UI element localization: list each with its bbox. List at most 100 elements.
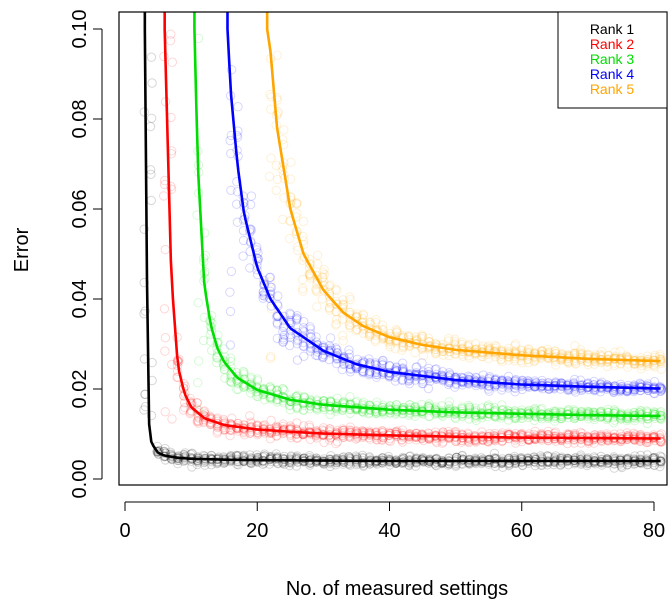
data-point: [292, 418, 302, 428]
data-point: [549, 454, 560, 464]
data-point: [285, 233, 295, 244]
data-point: [570, 387, 581, 397]
data-point: [226, 452, 236, 462]
data-point: [430, 458, 440, 469]
data-point: [602, 384, 612, 394]
data-point: [271, 160, 281, 171]
data-point: [655, 436, 666, 446]
data-point: [318, 423, 329, 433]
data-point: [510, 458, 520, 469]
data-point: [318, 273, 328, 283]
data-point: [623, 457, 634, 468]
data-point: [166, 29, 176, 39]
data-point: [345, 392, 355, 402]
data-point: [398, 403, 409, 413]
data-point: [536, 412, 547, 422]
data-point: [378, 355, 388, 366]
data-point: [537, 378, 547, 388]
data-point: [331, 319, 341, 329]
data-point: [517, 381, 527, 392]
data-point: [484, 457, 495, 468]
data-point: [352, 309, 362, 319]
data-point: [516, 407, 526, 417]
data-point: [550, 378, 561, 388]
data-point: [359, 367, 369, 377]
data-point: [589, 457, 599, 468]
data-point: [238, 366, 248, 377]
data-point: [331, 438, 341, 449]
data-point: [417, 399, 427, 410]
data-point: [245, 458, 256, 468]
data-point: [264, 427, 275, 437]
data-point: [629, 431, 639, 441]
data-point: [537, 378, 547, 389]
data-point: [311, 430, 321, 440]
data-point: [273, 108, 283, 119]
data-point: [583, 435, 594, 446]
data-point: [635, 385, 645, 396]
data-point: [504, 410, 514, 420]
data-point: [577, 384, 587, 394]
data-point: [596, 457, 607, 468]
data-point: [219, 453, 229, 463]
data-point: [503, 371, 514, 382]
data-point: [278, 337, 288, 347]
data-point: [596, 435, 607, 445]
data-point: [531, 458, 541, 468]
data-point: [431, 454, 441, 464]
data-point: [603, 458, 613, 468]
data-point: [470, 434, 480, 444]
data-point: [299, 351, 309, 361]
data-point: [444, 458, 454, 469]
data-point: [490, 375, 500, 386]
data-point: [318, 458, 328, 468]
data-point: [411, 454, 421, 464]
data-point: [456, 458, 467, 469]
data-point: [589, 457, 599, 468]
data-point: [338, 454, 348, 464]
data-point: [497, 410, 507, 421]
data-point: [524, 435, 534, 445]
data-point: [557, 407, 567, 418]
data-point: [338, 427, 349, 438]
data-point: [364, 409, 374, 419]
data-point: [444, 433, 455, 443]
data-point: [358, 431, 369, 441]
data-point: [160, 443, 170, 454]
data-point: [397, 366, 407, 376]
data-point: [167, 57, 178, 67]
data-point: [313, 275, 323, 285]
data-point: [365, 331, 375, 341]
data-point: [417, 330, 427, 340]
data-point: [298, 430, 309, 440]
data-point: [522, 407, 533, 417]
data-point: [577, 454, 587, 464]
data-point: [642, 458, 652, 468]
y-tick-label: 0.08: [69, 100, 91, 139]
data-point: [470, 410, 480, 420]
data-point: [318, 345, 328, 355]
data-point: [641, 432, 652, 442]
data-point: [398, 338, 408, 348]
data-point: [246, 374, 256, 384]
data-point: [298, 429, 308, 439]
data-point: [292, 314, 302, 324]
data-point: [352, 428, 362, 438]
data-point: [524, 434, 534, 444]
data-point: [358, 453, 369, 463]
data-point: [245, 199, 256, 210]
data-point: [332, 437, 343, 447]
data-point: [529, 407, 539, 417]
data-point: [246, 458, 256, 468]
data-point: [364, 428, 374, 438]
data-point: [610, 408, 620, 418]
data-point: [298, 283, 308, 294]
data-point: [503, 458, 514, 469]
data-point: [331, 398, 341, 408]
data-point: [298, 453, 309, 464]
data-point: [550, 427, 561, 437]
data-point: [602, 454, 612, 464]
data-point: [471, 410, 481, 420]
data-point: [365, 317, 375, 327]
data-point: [431, 454, 442, 464]
